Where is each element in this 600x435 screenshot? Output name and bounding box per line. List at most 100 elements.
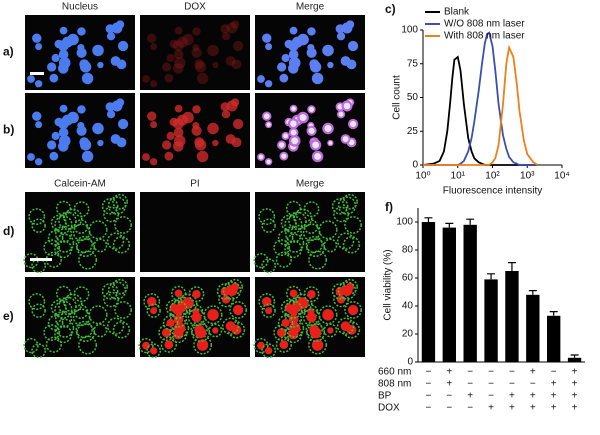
- cell: [78, 335, 98, 355]
- micrograph: [25, 277, 135, 357]
- histogram-line: [423, 31, 538, 166]
- cell: [212, 61, 219, 69]
- cell: [226, 22, 238, 34]
- cell: [291, 137, 299, 145]
- bar: [463, 224, 477, 362]
- cell: [63, 293, 83, 313]
- treatment-mark: −: [509, 379, 515, 390]
- cell: [54, 300, 73, 319]
- cell: [79, 61, 92, 73]
- cell: [47, 62, 57, 72]
- legend-label: Blank: [444, 7, 470, 18]
- cell: [324, 125, 332, 132]
- cell: [67, 111, 79, 124]
- scale-bar: [30, 72, 44, 75]
- treatment-mark: +: [551, 403, 557, 414]
- cell: [264, 347, 273, 355]
- cell: [193, 335, 213, 355]
- cell: [88, 305, 108, 325]
- cell: [226, 285, 238, 297]
- cell: [23, 337, 39, 354]
- cell: [55, 200, 72, 217]
- cell: [285, 285, 302, 302]
- cell: [188, 286, 205, 303]
- cell: [169, 300, 188, 319]
- x-axis-label: Fluorescence intensity: [443, 186, 543, 197]
- cell: [221, 32, 231, 41]
- bar: [547, 315, 561, 362]
- treatment-mark: −: [426, 403, 432, 414]
- cell: [58, 211, 77, 231]
- cell: [257, 341, 265, 350]
- cell: [302, 308, 321, 327]
- cell: [257, 75, 265, 83]
- cell: [146, 343, 162, 359]
- cell: [47, 140, 57, 150]
- cell: [173, 322, 186, 334]
- cell: [45, 251, 62, 268]
- panel-label: c): [385, 2, 396, 16]
- cell: [258, 154, 264, 160]
- micrograph: [140, 192, 250, 272]
- cell: [191, 125, 202, 136]
- cell: [77, 27, 86, 36]
- cell: [162, 140, 172, 150]
- cell: [51, 53, 60, 63]
- error-bar: [466, 218, 475, 225]
- cell: [173, 135, 186, 147]
- cell: [188, 304, 204, 319]
- cell: [288, 57, 301, 69]
- legend-label: With 808 nm laser: [444, 31, 525, 42]
- y-tick-label: 40: [402, 301, 414, 312]
- cell: [258, 208, 276, 226]
- treatment-mark: +: [467, 391, 473, 402]
- cell: [212, 327, 219, 334]
- cell: [311, 339, 324, 351]
- cell: [174, 26, 183, 35]
- cell: [203, 305, 223, 325]
- cell: [337, 281, 357, 300]
- cell: [50, 214, 67, 231]
- cell: [97, 139, 104, 147]
- cell: [101, 198, 119, 215]
- treatment-mark: −: [426, 391, 432, 402]
- treatment-mark: −: [467, 379, 473, 390]
- cell: [308, 127, 315, 134]
- cell: [312, 141, 320, 149]
- treatment-label: 808 nm: [378, 379, 411, 390]
- cell: [35, 43, 43, 51]
- cell: [58, 40, 69, 52]
- cell: [58, 49, 69, 60]
- cell: [288, 40, 299, 52]
- cell: [111, 100, 123, 112]
- cell: [288, 211, 307, 231]
- cell: [288, 304, 299, 316]
- cell: [232, 118, 244, 130]
- cell: [106, 110, 116, 119]
- cell: [76, 125, 87, 136]
- cell: [261, 258, 277, 274]
- cell: [150, 121, 158, 129]
- cell: [166, 318, 175, 327]
- cell: [31, 258, 47, 274]
- cell: [207, 309, 219, 321]
- cell: [290, 129, 297, 136]
- y-axis-label: Cell count: [392, 75, 403, 120]
- cell: [192, 105, 201, 114]
- cell: [291, 106, 296, 111]
- cell: [281, 153, 287, 159]
- cell: [191, 47, 202, 58]
- cell: [162, 327, 172, 338]
- image-header: Merge: [296, 179, 325, 190]
- treatment-mark: +: [572, 403, 578, 414]
- cell: [54, 225, 73, 243]
- error-bar: [424, 217, 433, 222]
- cell: [114, 301, 132, 319]
- cell: [306, 312, 317, 323]
- cell: [164, 73, 174, 83]
- cell: [72, 308, 91, 327]
- cell: [308, 250, 328, 270]
- cell: [112, 193, 128, 210]
- cell: [230, 20, 240, 29]
- cell: [285, 200, 302, 217]
